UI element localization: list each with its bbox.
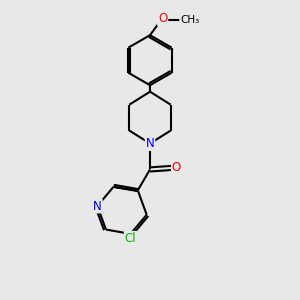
Text: N: N [146, 137, 154, 150]
Text: Cl: Cl [125, 232, 136, 245]
Text: N: N [93, 200, 102, 212]
Text: O: O [158, 12, 167, 25]
Text: CH₃: CH₃ [180, 15, 200, 25]
Text: O: O [172, 161, 181, 175]
